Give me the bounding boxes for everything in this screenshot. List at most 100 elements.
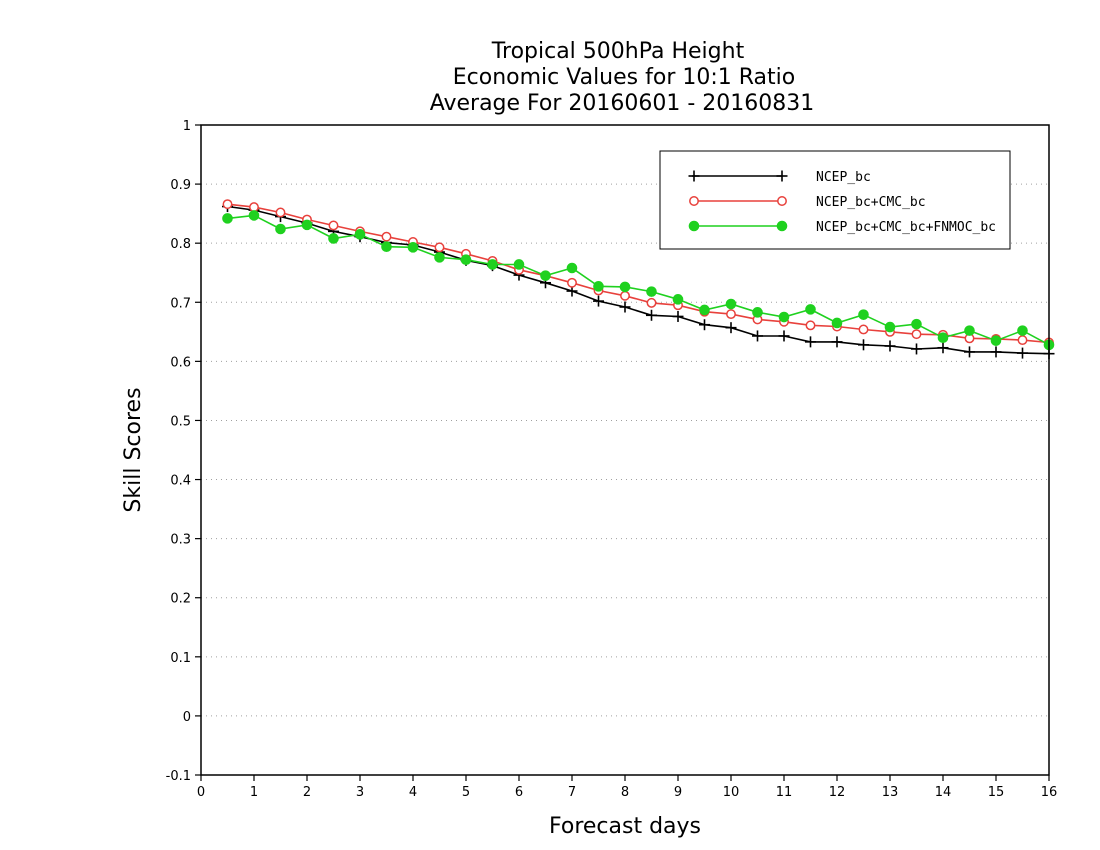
x-tick-label: 10 bbox=[723, 785, 740, 800]
series-3-point bbox=[407, 242, 419, 253]
title-line-1: Tropical 500hPa Height bbox=[491, 39, 745, 64]
series-1-point bbox=[1017, 347, 1028, 359]
legend-marker-1-end bbox=[776, 170, 788, 182]
chart-title: Tropical 500hPa Height Economic Values f… bbox=[430, 39, 815, 116]
series-3-point bbox=[725, 298, 737, 310]
x-tick-label: 9 bbox=[674, 785, 682, 800]
series-1-point bbox=[884, 340, 896, 352]
x-tick-label: 12 bbox=[829, 785, 846, 800]
x-tick-label: 0 bbox=[197, 785, 205, 800]
x-tick-label: 16 bbox=[1041, 785, 1058, 800]
series-2-point bbox=[1017, 335, 1028, 346]
series-3-point bbox=[752, 307, 763, 318]
series-3-point bbox=[248, 210, 260, 221]
legend-marker-2-start bbox=[689, 196, 699, 206]
series-2-point bbox=[434, 242, 445, 253]
series-3-point bbox=[354, 229, 366, 240]
title-line-3: Average For 20160601 - 20160831 bbox=[430, 91, 815, 116]
y-tick-label: 0 bbox=[183, 710, 191, 725]
series-1-point bbox=[858, 339, 869, 351]
series-2-point bbox=[381, 231, 392, 242]
series-2-point bbox=[646, 297, 657, 308]
series-3-point bbox=[884, 321, 896, 333]
series-3-point bbox=[831, 317, 843, 329]
x-tick-label: 5 bbox=[462, 785, 470, 800]
series-2-point bbox=[858, 324, 869, 335]
series-1-point bbox=[593, 295, 604, 307]
y-tick-label: 1 bbox=[183, 119, 191, 134]
series-3-point bbox=[619, 281, 631, 293]
series-3-point bbox=[513, 259, 525, 270]
x-tick-label: 11 bbox=[776, 785, 793, 800]
x-axis-title: Forecast days bbox=[549, 814, 701, 839]
series-3-point bbox=[990, 335, 1002, 346]
series-1-point bbox=[725, 322, 737, 334]
series-3-point bbox=[699, 304, 710, 316]
series-3-point bbox=[434, 252, 445, 263]
x-tick-label: 6 bbox=[515, 785, 523, 800]
series-3-point bbox=[778, 311, 790, 323]
series-2-point bbox=[222, 199, 233, 210]
x-tick-label: 3 bbox=[356, 785, 364, 800]
x-axis-ticks: 0 1 2 3 4 5 6 7 8 9 10 11 12 13 14 15 16 bbox=[197, 775, 1057, 800]
legend-box bbox=[659, 150, 1011, 250]
x-tick-label: 7 bbox=[568, 785, 576, 800]
series-1-point bbox=[778, 330, 790, 342]
series-1-point bbox=[619, 301, 631, 313]
series-3-point bbox=[540, 270, 551, 281]
series-1-point bbox=[911, 343, 922, 355]
legend-label-3: NCEP_bc+CMC_bc+FNMOC_bc bbox=[816, 220, 996, 235]
series-2-point bbox=[249, 202, 259, 213]
series-3-point bbox=[381, 241, 392, 253]
y-tick-label: 0.7 bbox=[170, 296, 191, 311]
series-1-point bbox=[831, 336, 843, 348]
x-tick-label: 15 bbox=[988, 785, 1005, 800]
x-tick-label: 13 bbox=[882, 785, 899, 800]
x-tick-label: 14 bbox=[935, 785, 952, 800]
title-line-2: Economic Values for 10:1 Ratio bbox=[453, 65, 795, 90]
x-tick-label: 4 bbox=[409, 785, 417, 800]
x-tick-label: 1 bbox=[250, 785, 258, 800]
y-tick-label: 0.4 bbox=[170, 474, 191, 489]
series-3-point bbox=[593, 281, 604, 292]
series-1-point bbox=[646, 309, 657, 321]
series-3-point bbox=[1017, 325, 1028, 336]
legend-label-1: NCEP_bc bbox=[816, 170, 871, 185]
legend-marker-3-start bbox=[688, 220, 700, 232]
y-axis-title: Skill Scores bbox=[121, 387, 146, 512]
series-3-point bbox=[858, 309, 869, 320]
series-3-point bbox=[964, 325, 975, 336]
series-1-point bbox=[699, 319, 710, 331]
series-3-point bbox=[487, 259, 498, 270]
x-tick-label: 2 bbox=[303, 785, 311, 800]
legend-marker-2-end bbox=[777, 196, 787, 206]
x-tick-label: 8 bbox=[621, 785, 629, 800]
series-3-point bbox=[222, 213, 233, 224]
plot-series bbox=[222, 199, 1055, 360]
series-2-point bbox=[620, 290, 630, 301]
y-tick-label: -0.1 bbox=[166, 769, 191, 784]
series-2-point bbox=[328, 220, 339, 231]
series-2-point bbox=[726, 309, 736, 320]
series-3-point bbox=[275, 223, 286, 235]
series-1-point bbox=[752, 330, 763, 342]
y-tick-label: 0.3 bbox=[170, 533, 191, 548]
y-tick-label: 0.9 bbox=[170, 178, 191, 193]
series-3-point bbox=[460, 254, 472, 266]
legend: NCEP_bc NCEP_bc+CMC_bc NCEP_bc+CMC_bc+FNMO… bbox=[659, 150, 1011, 250]
y-tick-label: 0.1 bbox=[170, 651, 191, 666]
series-3-point bbox=[301, 219, 313, 231]
series-1-point bbox=[805, 336, 816, 348]
series-3-point bbox=[911, 318, 922, 330]
y-tick-label: 0.2 bbox=[170, 592, 191, 607]
series-3-point bbox=[646, 286, 657, 297]
y-axis-ticks: -0.1 0 0.1 0.2 0.3 0.4 0.5 0.6 0.7 0.8 0.9 1 bbox=[166, 119, 201, 784]
legend-label-2: NCEP_bc+CMC_bc bbox=[816, 195, 926, 210]
series-3-point bbox=[566, 262, 578, 274]
series-1-point bbox=[672, 310, 684, 322]
series-2-point bbox=[567, 277, 577, 288]
y-tick-label: 0.6 bbox=[170, 355, 191, 370]
series-1-point bbox=[937, 342, 949, 354]
